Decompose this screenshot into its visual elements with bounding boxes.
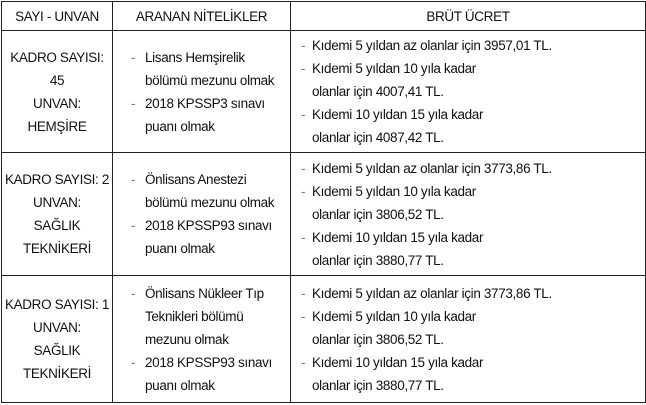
ucret-cell: Kıdemi 5 yıldan az olanlar için 3773,86 … bbox=[290, 152, 646, 276]
sayi-unvan-cell: KADRO SAYISI: 45 UNVAN: HEMŞİRE bbox=[1, 30, 113, 153]
kadro-sayisi: KADRO SAYISI: 45 bbox=[10, 49, 104, 88]
sayi-unvan-cell: KADRO SAYISI: 1 UNVAN: SAĞLIK TEKNİKERİ bbox=[1, 275, 113, 403]
nitelikler-cell: Lisans Hemşirelik bölümü mezunu olmak 20… bbox=[112, 30, 291, 153]
nitelik-item: 2018 KPSSP93 sınavı puanı olmak bbox=[125, 214, 280, 260]
ucret-item: Kıdemi 5 yıldan az olanlar için 3773,86 … bbox=[295, 157, 645, 180]
header-nitelikler: ARANAN NİTELİKLER bbox=[112, 1, 291, 31]
nitelik-item: Önlisans Nükleer Tıp Teknikleri bölümü m… bbox=[125, 282, 280, 351]
header-row: SAYI - UNVAN ARANAN NİTELİKLER BRÜT ÜCRE… bbox=[1, 1, 646, 31]
nitelik-item: Lisans Hemşirelik bölümü mezunu olmak bbox=[125, 46, 280, 92]
ucret-item: Kıdemi 10 yıldan 15 yıla kadar olanlar i… bbox=[295, 226, 645, 272]
kadro-sayisi: KADRO SAYISI: 1 bbox=[4, 297, 110, 312]
unvan: UNVAN: SAĞLIK TEKNİKERİ bbox=[22, 320, 92, 381]
table-row: KADRO SAYISI: 2 UNVAN: SAĞLIK TEKNİKERİ … bbox=[1, 152, 646, 276]
ucret-item: Kıdemi 5 yıldan az olanlar için 3957,01 … bbox=[295, 34, 645, 57]
ucret-item: Kıdemi 5 yıldan 10 yıla kadar olanlar iç… bbox=[295, 57, 645, 103]
unvan: UNVAN: HEMŞİRE bbox=[27, 95, 87, 134]
ucret-cell: Kıdemi 5 yıldan az olanlar için 3957,01 … bbox=[290, 30, 646, 153]
ucret-cell: Kıdemi 5 yıldan az olanlar için 3773,86 … bbox=[290, 275, 646, 403]
kadro-sayisi: KADRO SAYISI: 2 bbox=[4, 172, 110, 187]
header-sayi-unvan: SAYI - UNVAN bbox=[1, 1, 113, 31]
sayi-unvan-cell: KADRO SAYISI: 2 UNVAN: SAĞLIK TEKNİKERİ bbox=[1, 152, 113, 276]
ucret-item: Kıdemi 5 yıldan 10 yıla kadar olanlar iç… bbox=[295, 180, 645, 226]
nitelik-item: 2018 KPSSP3 sınavı puanı olmak bbox=[125, 92, 280, 138]
table-row: KADRO SAYISI: 1 UNVAN: SAĞLIK TEKNİKERİ … bbox=[1, 275, 646, 403]
nitelik-item: Önlisans Anestezi bölümü mezunu olmak bbox=[125, 168, 280, 214]
ucret-item: Kıdemi 10 yıldan 15 yıla kadar olanlar i… bbox=[295, 351, 645, 397]
table-row: KADRO SAYISI: 45 UNVAN: HEMŞİRE Lisans H… bbox=[1, 30, 646, 153]
header-ucret: BRÜT ÜCRET bbox=[290, 1, 646, 31]
nitelikler-cell: Önlisans Anestezi bölümü mezunu olmak 20… bbox=[112, 152, 291, 276]
unvan: UNVAN: SAĞLIK TEKNİKERİ bbox=[22, 195, 92, 256]
ucret-item: Kıdemi 10 yıldan 15 yıla kadar olanlar i… bbox=[295, 103, 645, 149]
ucret-item: Kıdemi 5 yıldan 10 yıla kadar olanlar iç… bbox=[295, 305, 645, 351]
nitelikler-cell: Önlisans Nükleer Tıp Teknikleri bölümü m… bbox=[112, 275, 291, 403]
nitelik-item: 2018 KPSSP93 sınavı puanı olmak bbox=[125, 351, 280, 397]
ucret-item: Kıdemi 5 yıldan az olanlar için 3773,86 … bbox=[295, 282, 645, 305]
